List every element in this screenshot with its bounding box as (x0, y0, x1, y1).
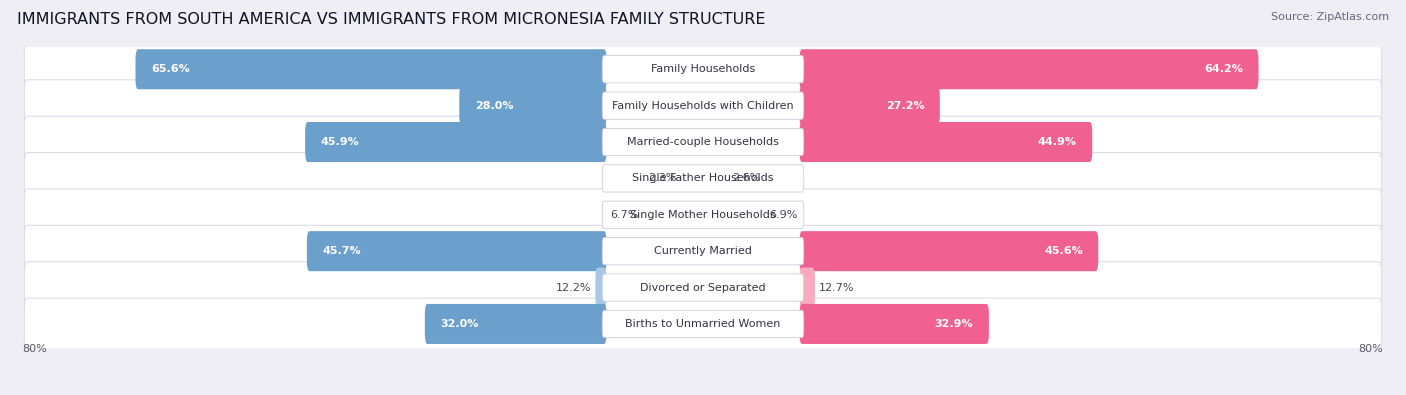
Text: 6.7%: 6.7% (610, 210, 638, 220)
FancyBboxPatch shape (24, 262, 1382, 313)
FancyBboxPatch shape (800, 86, 939, 126)
FancyBboxPatch shape (460, 86, 606, 126)
FancyBboxPatch shape (800, 231, 1098, 271)
FancyBboxPatch shape (602, 237, 804, 265)
FancyBboxPatch shape (595, 267, 606, 308)
FancyBboxPatch shape (24, 189, 1382, 241)
FancyBboxPatch shape (800, 267, 815, 308)
Text: Single Father Households: Single Father Households (633, 173, 773, 183)
Text: 32.0%: 32.0% (440, 319, 478, 329)
FancyBboxPatch shape (800, 304, 988, 344)
Text: 80%: 80% (22, 344, 48, 354)
Text: 12.2%: 12.2% (555, 282, 591, 293)
FancyBboxPatch shape (602, 165, 804, 192)
FancyBboxPatch shape (602, 274, 804, 301)
Text: 45.9%: 45.9% (321, 137, 360, 147)
Text: Married-couple Households: Married-couple Households (627, 137, 779, 147)
Text: 27.2%: 27.2% (886, 101, 924, 111)
FancyBboxPatch shape (135, 49, 606, 89)
Text: 45.6%: 45.6% (1045, 246, 1083, 256)
Text: 44.9%: 44.9% (1038, 137, 1077, 147)
Text: Divorced or Separated: Divorced or Separated (640, 282, 766, 293)
FancyBboxPatch shape (305, 122, 606, 162)
FancyBboxPatch shape (307, 231, 606, 271)
FancyBboxPatch shape (24, 80, 1382, 132)
FancyBboxPatch shape (24, 43, 1382, 95)
Text: 32.9%: 32.9% (935, 319, 973, 329)
FancyBboxPatch shape (800, 122, 1092, 162)
Text: 2.6%: 2.6% (733, 173, 761, 183)
FancyBboxPatch shape (800, 49, 1258, 89)
FancyBboxPatch shape (24, 116, 1382, 168)
FancyBboxPatch shape (24, 298, 1382, 350)
Text: IMMIGRANTS FROM SOUTH AMERICA VS IMMIGRANTS FROM MICRONESIA FAMILY STRUCTURE: IMMIGRANTS FROM SOUTH AMERICA VS IMMIGRA… (17, 12, 765, 27)
Text: Source: ZipAtlas.com: Source: ZipAtlas.com (1271, 12, 1389, 22)
Text: Births to Unmarried Women: Births to Unmarried Women (626, 319, 780, 329)
Text: 2.3%: 2.3% (648, 173, 676, 183)
Text: 6.9%: 6.9% (769, 210, 797, 220)
Text: 45.7%: 45.7% (322, 246, 361, 256)
Text: 80%: 80% (1358, 344, 1384, 354)
Text: Currently Married: Currently Married (654, 246, 752, 256)
Text: 12.7%: 12.7% (820, 282, 855, 293)
Text: 65.6%: 65.6% (150, 64, 190, 74)
FancyBboxPatch shape (24, 225, 1382, 277)
FancyBboxPatch shape (602, 201, 804, 228)
Text: Single Mother Households: Single Mother Households (630, 210, 776, 220)
Text: 64.2%: 64.2% (1204, 64, 1243, 74)
Text: Family Households with Children: Family Households with Children (612, 101, 794, 111)
FancyBboxPatch shape (602, 310, 804, 338)
FancyBboxPatch shape (602, 128, 804, 156)
FancyBboxPatch shape (602, 56, 804, 83)
FancyBboxPatch shape (24, 152, 1382, 204)
FancyBboxPatch shape (602, 92, 804, 119)
Text: 28.0%: 28.0% (475, 101, 513, 111)
FancyBboxPatch shape (425, 304, 606, 344)
Text: Family Households: Family Households (651, 64, 755, 74)
